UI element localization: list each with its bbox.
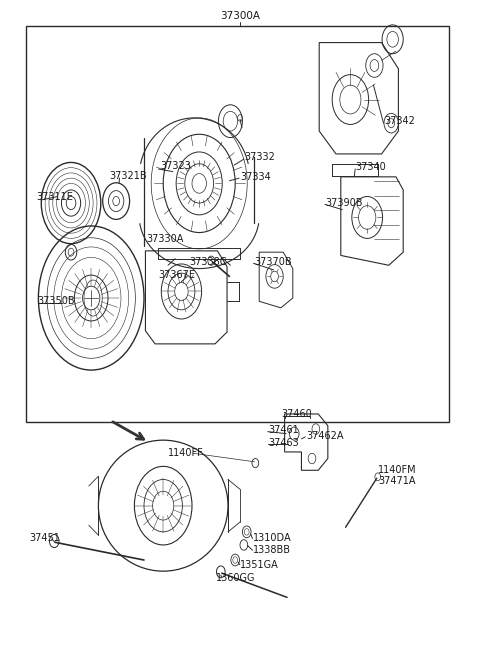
Text: 1140FM: 1140FM xyxy=(378,465,417,476)
Text: 37321B: 37321B xyxy=(109,170,147,181)
Text: 37342: 37342 xyxy=(384,116,415,126)
Text: 1310DA: 1310DA xyxy=(253,533,292,544)
Text: 1338BB: 1338BB xyxy=(253,545,291,555)
Text: 37330A: 37330A xyxy=(146,234,184,244)
Text: 37311E: 37311E xyxy=(36,191,73,202)
Text: 37462A: 37462A xyxy=(306,430,344,441)
Bar xyxy=(26,26,449,422)
Text: 37323: 37323 xyxy=(161,160,192,171)
Text: 37461: 37461 xyxy=(269,425,300,436)
Text: 37463: 37463 xyxy=(269,438,300,449)
Text: 37471A: 37471A xyxy=(378,476,416,487)
Text: 37340: 37340 xyxy=(355,162,386,172)
Text: 37350B: 37350B xyxy=(37,296,75,307)
Text: 1360GG: 1360GG xyxy=(216,572,255,583)
Text: 1140FF: 1140FF xyxy=(168,448,204,458)
Text: 1351GA: 1351GA xyxy=(240,559,279,570)
Text: 37332: 37332 xyxy=(245,152,276,162)
Text: 37370B: 37370B xyxy=(254,257,292,267)
Text: 37390B: 37390B xyxy=(325,198,363,208)
Text: 37367E: 37367E xyxy=(158,270,195,280)
Text: 37338C: 37338C xyxy=(190,257,227,267)
Text: 37334: 37334 xyxy=(240,172,271,182)
Text: 37451: 37451 xyxy=(30,533,60,544)
Text: 37460: 37460 xyxy=(281,409,312,419)
Text: 37300A: 37300A xyxy=(220,11,260,22)
